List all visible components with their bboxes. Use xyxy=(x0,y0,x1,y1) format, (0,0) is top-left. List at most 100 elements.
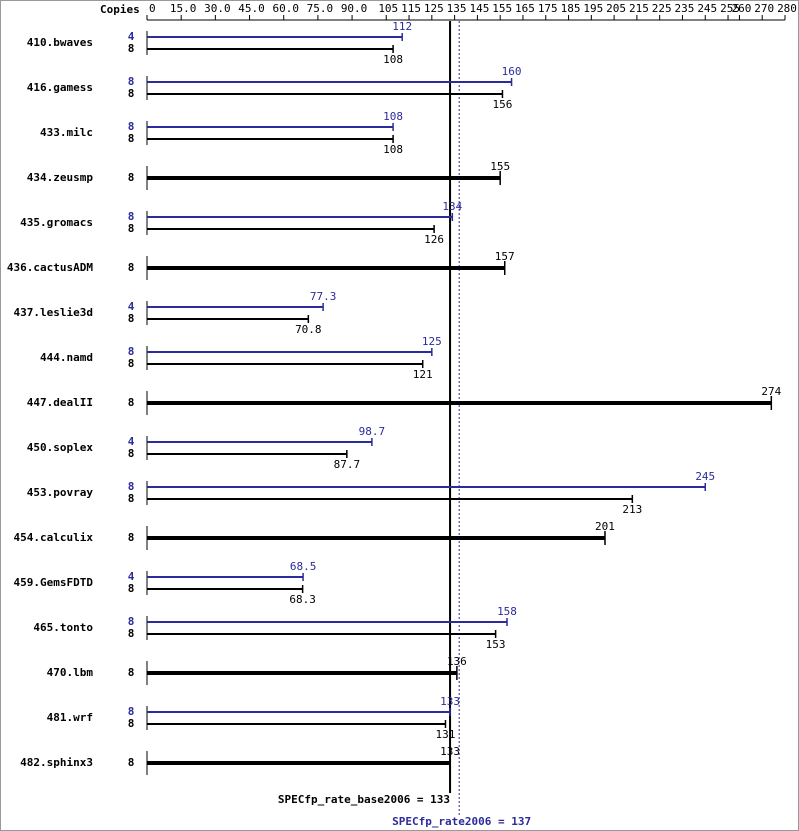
x-tick-label: 145 xyxy=(469,2,489,15)
x-tick-label: 245 xyxy=(697,2,717,15)
x-tick-label: 205 xyxy=(606,2,626,15)
value-label: 98.7 xyxy=(359,425,386,438)
value-label: 121 xyxy=(413,368,433,381)
category-label: 482.sphinx3 xyxy=(20,756,93,769)
copies-label: 8 xyxy=(128,171,135,184)
copies-label: 8 xyxy=(128,87,135,100)
value-label: 125 xyxy=(422,335,442,348)
copies-label: 8 xyxy=(128,222,135,235)
value-label: 108 xyxy=(383,143,403,156)
x-tick-label: 255 xyxy=(720,2,740,15)
copies-label: 8 xyxy=(128,627,135,640)
x-tick-label: 90.0 xyxy=(341,2,368,15)
value-label: 133 xyxy=(440,745,460,758)
value-label: 157 xyxy=(495,250,515,263)
copies-label: 8 xyxy=(128,756,135,769)
copies-label: 8 xyxy=(128,42,135,55)
category-label: 450.soplex xyxy=(27,441,94,454)
copies-label: 8 xyxy=(128,120,135,133)
category-label: 481.wrf xyxy=(47,711,93,724)
x-tick-label: 115 xyxy=(401,2,421,15)
category-label: 453.povray xyxy=(27,486,94,499)
x-tick-label: 155 xyxy=(492,2,512,15)
x-tick-label: 0 xyxy=(149,2,156,15)
x-tick-label: 235 xyxy=(675,2,695,15)
category-label: 470.lbm xyxy=(47,666,94,679)
value-label: 245 xyxy=(695,470,715,483)
value-label: 158 xyxy=(497,605,517,618)
category-label: 465.tonto xyxy=(33,621,93,634)
x-tick-label: 75.0 xyxy=(307,2,334,15)
copies-label: 8 xyxy=(128,615,135,628)
copies-label: 8 xyxy=(128,531,135,544)
x-tick-label: 225 xyxy=(652,2,672,15)
x-tick-label: 195 xyxy=(583,2,603,15)
copies-label: 8 xyxy=(128,705,135,718)
copies-label: 8 xyxy=(128,345,135,358)
category-label: 434.zeusmp xyxy=(27,171,94,184)
category-label: 444.namd xyxy=(40,351,93,364)
copies-label: 8 xyxy=(128,447,135,460)
value-label: 153 xyxy=(486,638,506,651)
value-label: 68.5 xyxy=(290,560,317,573)
value-label: 68.3 xyxy=(289,593,316,606)
category-label: 437.leslie3d xyxy=(14,306,93,319)
value-label: 112 xyxy=(392,20,412,33)
value-label: 213 xyxy=(622,503,642,516)
copies-label: 4 xyxy=(128,435,135,448)
copies-label: 8 xyxy=(128,492,135,505)
value-label: 160 xyxy=(502,65,522,78)
x-tick-label: 175 xyxy=(538,2,558,15)
category-label: 433.milc xyxy=(40,126,93,139)
copies-label: 4 xyxy=(128,300,135,313)
peak-summary-label: SPECfp_rate2006 = 137 xyxy=(392,815,531,828)
value-label: 274 xyxy=(761,385,781,398)
value-label: 156 xyxy=(493,98,513,111)
copies-label: 4 xyxy=(128,30,135,43)
category-label: 454.calculix xyxy=(14,531,94,544)
category-label: 459.GemsFDTD xyxy=(14,576,94,589)
x-tick-label: 260 xyxy=(731,2,751,15)
copies-label: 8 xyxy=(128,132,135,145)
x-tick-label: 215 xyxy=(629,2,649,15)
x-tick-label: 105 xyxy=(378,2,398,15)
copies-label: 4 xyxy=(128,570,135,583)
x-tick-label: 30.0 xyxy=(204,2,231,15)
category-label: 410.bwaves xyxy=(27,36,93,49)
value-label: 155 xyxy=(490,160,510,173)
value-label: 126 xyxy=(424,233,444,246)
copies-label: 8 xyxy=(128,582,135,595)
x-tick-label: 60.0 xyxy=(272,2,299,15)
copies-label: 8 xyxy=(128,357,135,370)
x-tick-label: 125 xyxy=(424,2,444,15)
value-label: 87.7 xyxy=(334,458,361,471)
x-tick-label: 165 xyxy=(515,2,535,15)
value-label: 70.8 xyxy=(295,323,322,336)
value-label: 108 xyxy=(383,53,403,66)
copies-label: 8 xyxy=(128,75,135,88)
copies-label: 8 xyxy=(128,210,135,223)
category-label: 435.gromacs xyxy=(20,216,93,229)
value-label: 77.3 xyxy=(310,290,337,303)
copies-label: 8 xyxy=(128,480,135,493)
value-label: 133 xyxy=(440,695,460,708)
copies-label: 8 xyxy=(128,312,135,325)
x-tick-label: 15.0 xyxy=(170,2,197,15)
x-tick-label: 270 xyxy=(754,2,774,15)
x-tick-label: 280 xyxy=(777,2,797,15)
copies-label: 8 xyxy=(128,396,135,409)
category-label: 416.gamess xyxy=(27,81,93,94)
copies-label: 8 xyxy=(128,666,135,679)
copies-label: 8 xyxy=(128,261,135,274)
value-label: 131 xyxy=(436,728,456,741)
x-tick-label: 45.0 xyxy=(238,2,265,15)
value-label: 136 xyxy=(447,655,467,668)
copies-header: Copies xyxy=(100,3,140,16)
base-summary-label: SPECfp_rate_base2006 = 133 xyxy=(278,793,450,806)
copies-label: 8 xyxy=(128,717,135,730)
x-tick-label: 185 xyxy=(561,2,581,15)
value-label: 108 xyxy=(383,110,403,123)
category-label: 447.dealII xyxy=(27,396,93,409)
